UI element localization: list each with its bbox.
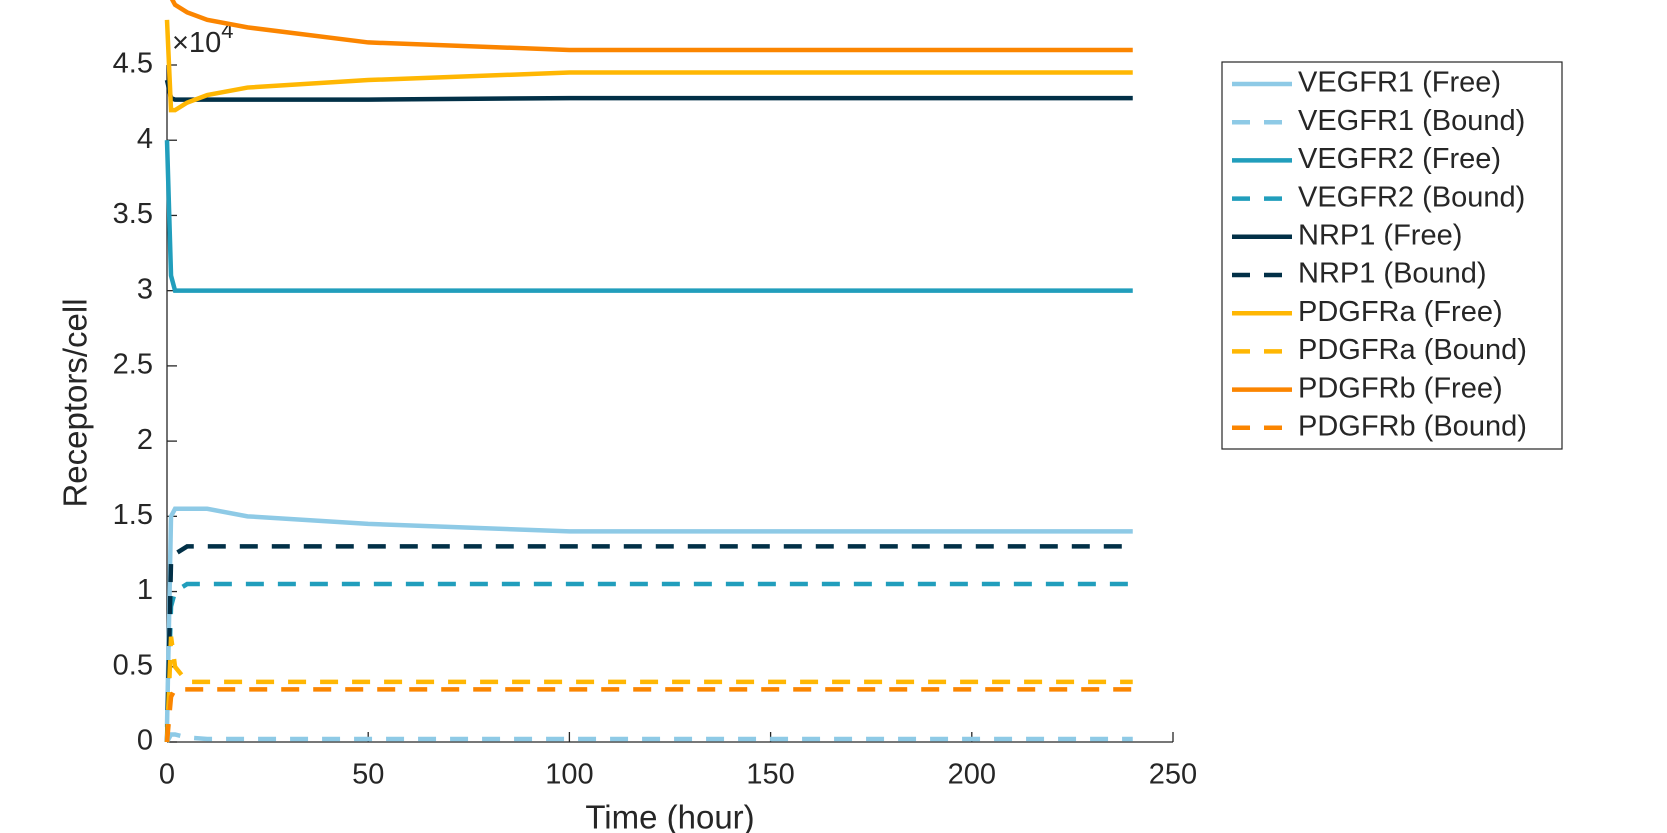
data-line [164, 544, 1133, 743]
legend-label: PDGFRa (Free) [1298, 296, 1503, 328]
y-tick-label: 0 [137, 725, 153, 757]
data-line [169, 0, 1133, 53]
x-tick-label: 0 [159, 759, 175, 791]
x-tick-label: 150 [746, 759, 794, 791]
legend-label: VEGFR1 (Free) [1298, 67, 1501, 99]
x-tick-label: 200 [948, 759, 996, 791]
legend-label: VEGFR2 (Free) [1298, 143, 1501, 175]
data-line [164, 140, 1133, 293]
x-tick-label: 50 [352, 759, 384, 791]
x-tick-label: 100 [545, 759, 593, 791]
data-line [164, 79, 1133, 102]
legend-label: NRP1 (Free) [1298, 219, 1462, 251]
data-line [164, 687, 1133, 743]
legend-box [1221, 61, 1563, 450]
y-tick-label: 4 [137, 123, 153, 155]
y-tick-label: 1 [137, 574, 153, 606]
data-line [164, 581, 1133, 743]
y-tick-label: 3.5 [113, 198, 153, 230]
y-tick-label: 0.5 [113, 649, 153, 681]
legend-label: PDGFRb (Free) [1298, 372, 1503, 404]
y-axis-label: Receptors/cell [57, 298, 94, 507]
y-multiplier: ×104 [172, 18, 233, 59]
y-tick-label: 3 [137, 273, 153, 305]
legend-label: PDGFRb (Bound) [1298, 410, 1527, 442]
x-axis-label: Time (hour) [585, 799, 754, 833]
data-line [164, 636, 1133, 743]
data-line [165, 732, 1133, 744]
multiplier-base: ×10 [172, 27, 221, 59]
y-tick-label: 2 [137, 424, 153, 456]
data-line [164, 506, 1133, 727]
legend-label: NRP1 (Bound) [1298, 258, 1487, 290]
y-tick-label: 4.5 [113, 48, 153, 80]
legend-label: PDGFRa (Bound) [1298, 334, 1527, 366]
y-tick-label: 2.5 [113, 349, 153, 381]
legend-label: VEGFR1 (Bound) [1298, 105, 1525, 137]
data-line [164, 19, 1133, 113]
legend-label: VEGFR2 (Bound) [1298, 181, 1525, 213]
x-tick-label: 250 [1149, 759, 1197, 791]
y-tick-label: 1.5 [113, 499, 153, 531]
